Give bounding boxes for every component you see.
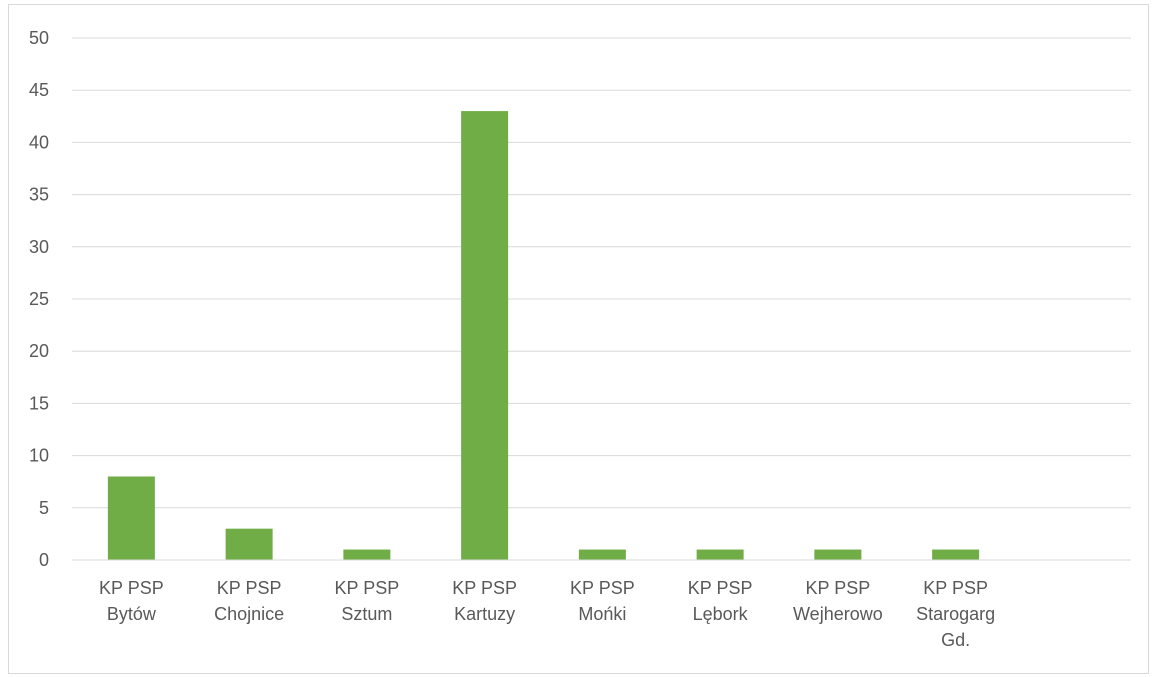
x-tick-label-line: Bytów	[107, 604, 157, 624]
y-tick-label: 0	[39, 550, 49, 570]
bar	[578, 549, 626, 560]
chart-area	[8, 4, 1149, 674]
gridlines	[72, 37, 1131, 509]
y-tick-label: 40	[29, 132, 49, 152]
x-tick-label: KP PSP Starogarg Gd.	[916, 578, 995, 650]
x-tick-label-line: Lębork	[693, 604, 749, 624]
x-tick-label: KP PSP Sztum	[335, 578, 400, 624]
y-tick-label: 15	[29, 393, 49, 413]
x-tick-label-line: KP PSP	[806, 578, 871, 598]
x-tick-label-line: KP PSP	[452, 578, 517, 598]
x-tick-label-line: KP PSP	[923, 578, 988, 598]
x-tick-label-line: Kartuzy	[454, 604, 515, 624]
x-tick-label-line: KP PSP	[335, 578, 400, 598]
x-tick-label-line: Sztum	[341, 604, 392, 624]
bar	[814, 549, 862, 560]
y-tick-label: 35	[29, 185, 49, 205]
y-tick-label: 20	[29, 341, 49, 361]
x-tick-label-line: Gd.	[941, 630, 970, 650]
x-tick-label-line: KP PSP	[217, 578, 282, 598]
x-tick-label: KP PSP Wejherowo	[793, 578, 883, 624]
x-tick-label-line: KP PSP	[570, 578, 635, 598]
y-axis-tick-labels: 0 5 10 15 20 25 30 35 40 45 50	[29, 28, 49, 570]
bar	[107, 476, 155, 560]
bar	[343, 549, 391, 560]
y-tick-label: 5	[39, 498, 49, 518]
bar	[225, 528, 273, 560]
x-tick-label-line: Mońki	[578, 604, 626, 624]
x-tick-label-line: Starogarg	[916, 604, 995, 624]
x-tick-label-line: KP PSP	[99, 578, 164, 598]
y-tick-label: 45	[29, 80, 49, 100]
y-tick-label: 50	[29, 28, 49, 48]
y-tick-label: 25	[29, 289, 49, 309]
y-tick-label: 30	[29, 237, 49, 257]
x-tick-label: KP PSP Kartuzy	[452, 578, 517, 624]
bars	[107, 111, 980, 560]
x-tick-label: KP PSP Bytów	[99, 578, 164, 624]
bar	[932, 549, 980, 560]
x-tick-label-line: Chojnice	[214, 604, 284, 624]
bar	[461, 111, 509, 560]
y-tick-label: 10	[29, 446, 49, 466]
x-tick-label: KP PSP Lębork	[688, 578, 753, 624]
x-tick-label: KP PSP Chojnice	[214, 578, 284, 624]
x-tick-label: KP PSP Mońki	[570, 578, 635, 624]
x-tick-label-line: KP PSP	[688, 578, 753, 598]
x-tick-label-line: Wejherowo	[793, 604, 883, 624]
bar	[696, 549, 744, 560]
